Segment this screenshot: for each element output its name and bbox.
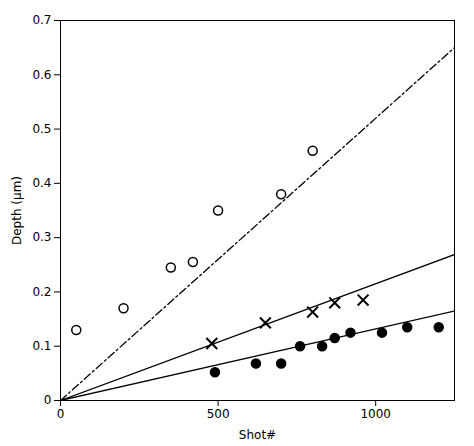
svg-text:0.4: 0.4: [32, 176, 51, 190]
svg-text:0.5: 0.5: [32, 122, 51, 136]
svg-text:Shot#: Shot#: [239, 428, 276, 442]
svg-text:0.7: 0.7: [32, 13, 51, 27]
svg-text:0.2: 0.2: [32, 285, 51, 299]
svg-text:0: 0: [44, 393, 52, 407]
svg-text:Depth (μm): Depth (μm): [10, 176, 24, 245]
svg-text:0.1: 0.1: [32, 339, 51, 353]
svg-text:500: 500: [207, 407, 230, 421]
svg-text:0: 0: [57, 407, 65, 421]
svg-text:0.6: 0.6: [32, 68, 51, 82]
svg-text:1000: 1000: [360, 407, 391, 421]
svg-text:0.3: 0.3: [32, 230, 51, 244]
